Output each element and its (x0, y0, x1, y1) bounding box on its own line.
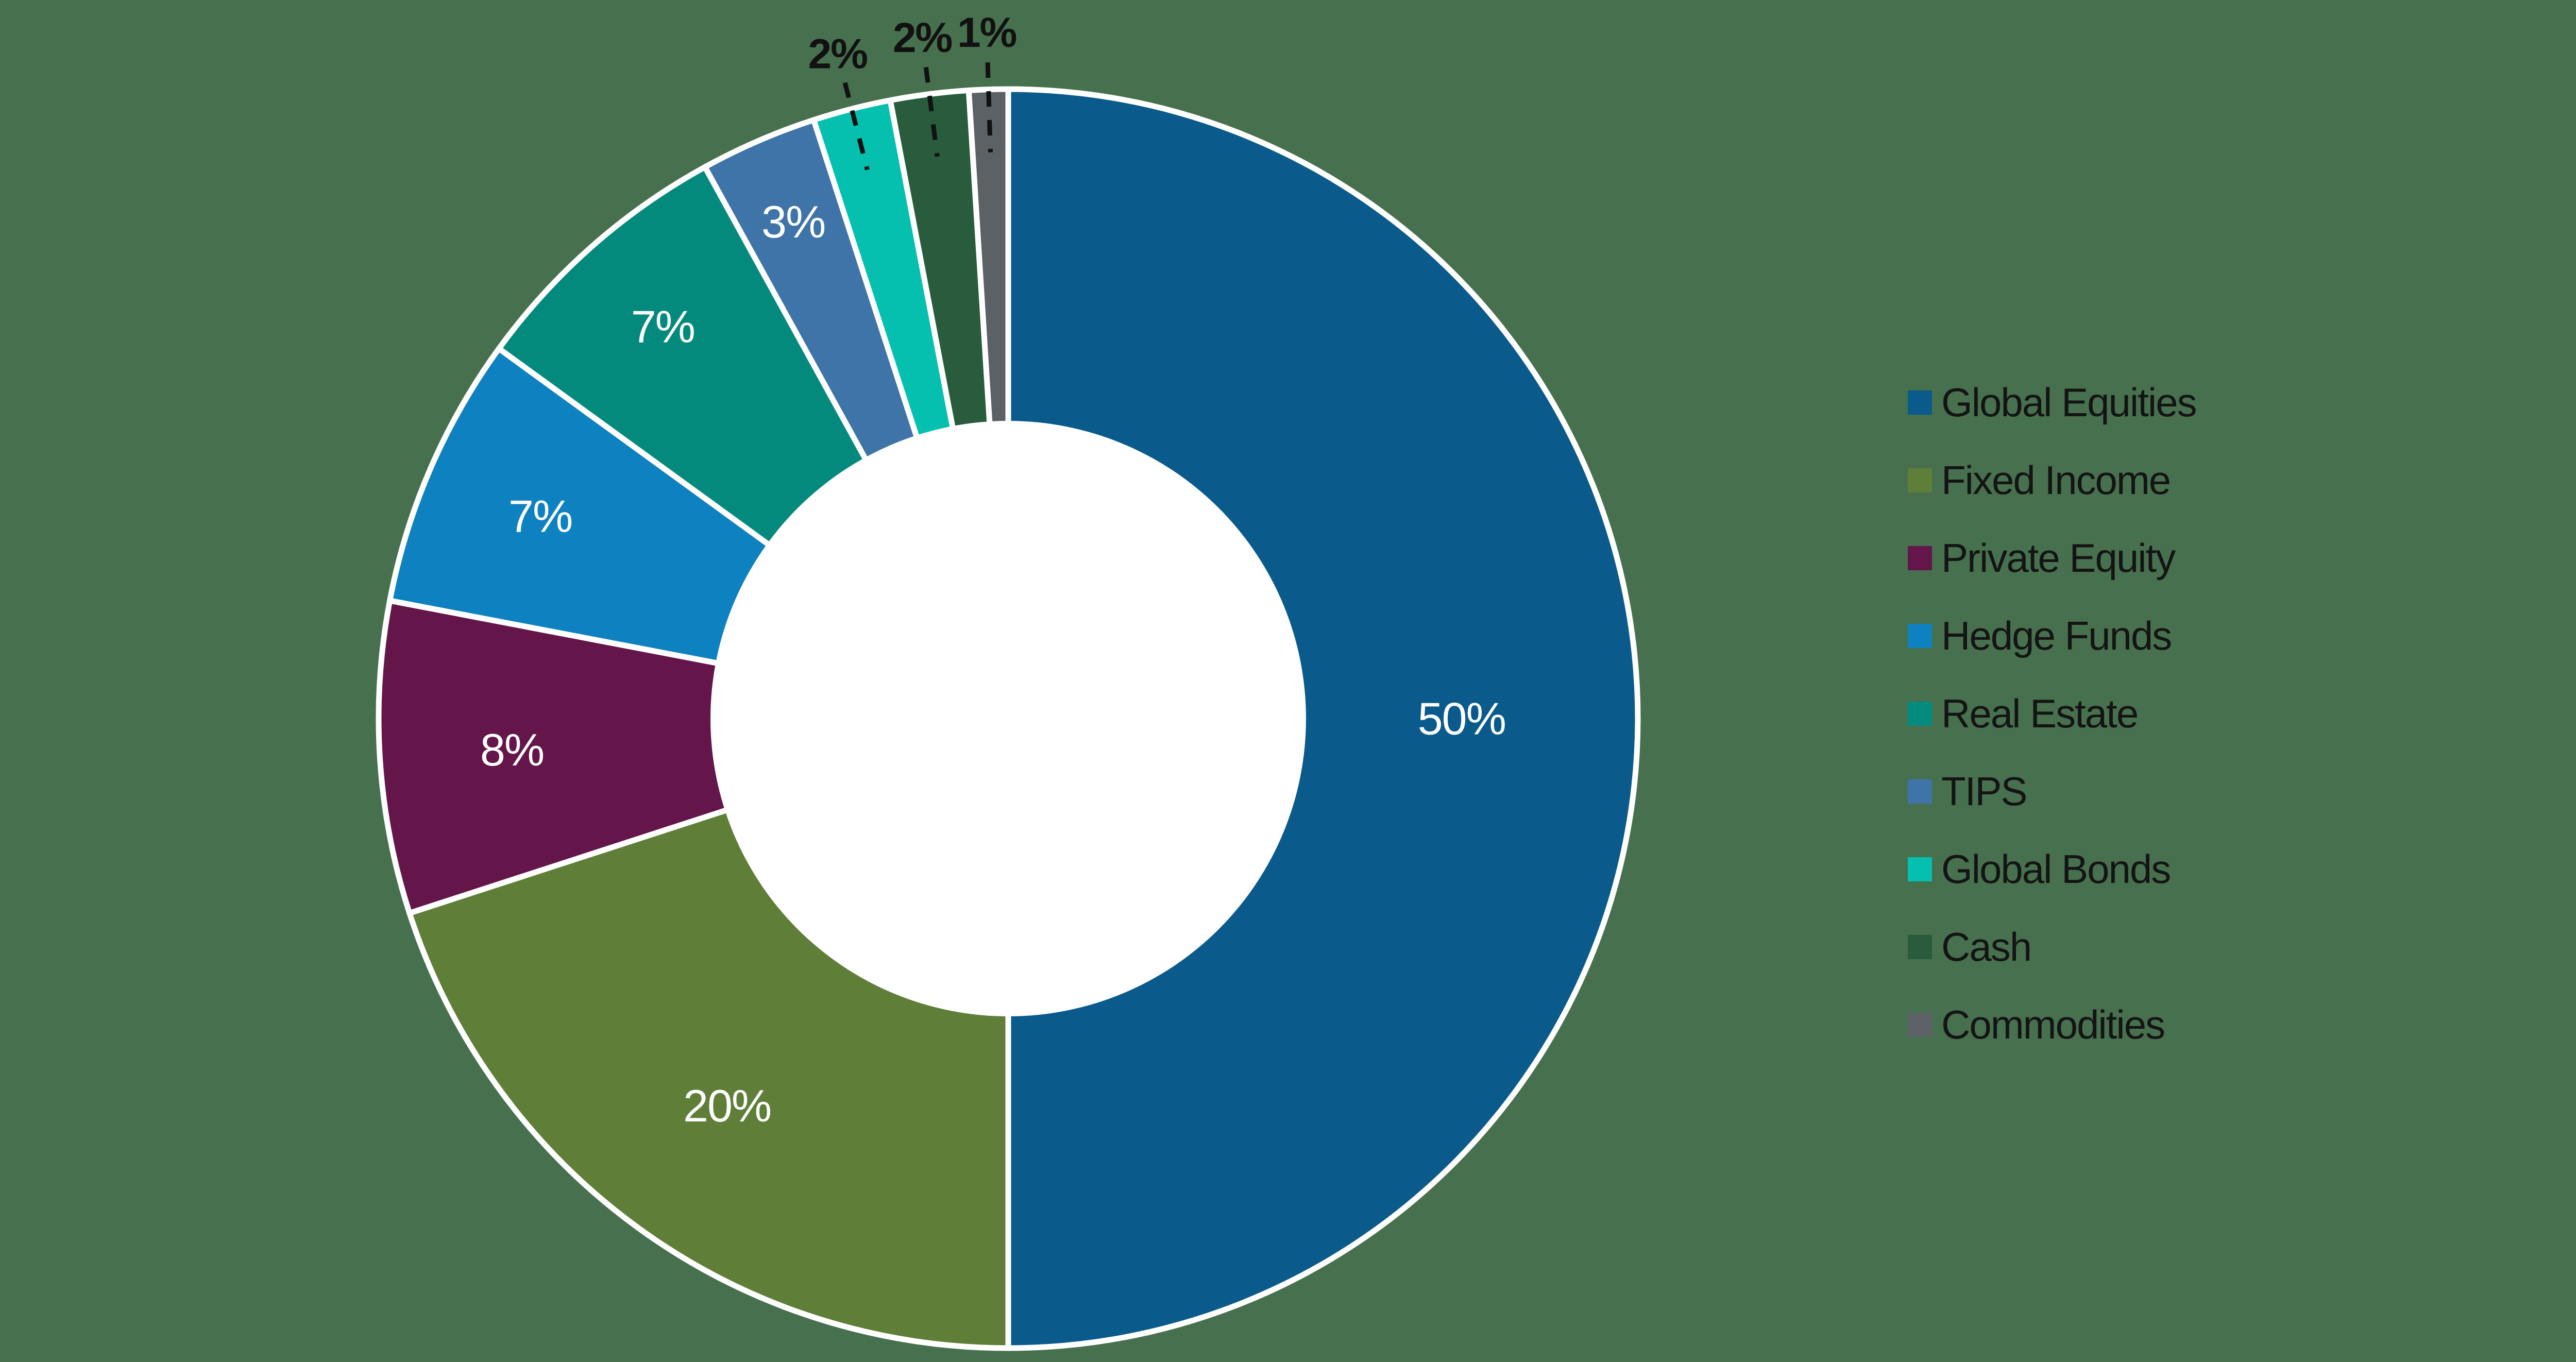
legend-item-cash: Cash (1908, 908, 2196, 986)
legend-label-cash: Cash (1941, 924, 2032, 969)
legend-swatch-hedge-funds (1908, 624, 1932, 648)
slice-label-commodities: 1% (957, 9, 1016, 56)
leader-line-global-bonds (842, 82, 870, 171)
chart-legend: Global Equities Fixed Income Private Equit… (1908, 364, 2197, 1064)
legend-label-commodities: Commodities (1941, 1002, 2165, 1047)
legend-swatch-fixed-income (1908, 468, 1932, 492)
legend-label-hedge-funds: Hedge Funds (1941, 613, 2172, 658)
legend-swatch-commodities (1908, 1013, 1932, 1037)
legend-item-fixed-income: Fixed Income (1908, 441, 2196, 519)
slice-private-equity (376, 598, 1011, 916)
slice-label-hedge-funds: 7% (509, 490, 572, 541)
slice-label-global-equities: 50% (1418, 693, 1505, 744)
slice-label-fixed-income: 20% (683, 1080, 771, 1131)
legend-label-private-equity: Private Equity (1941, 535, 2176, 581)
slice-labels: 50%20%8%7%7%3%2% 2% 1% (480, 9, 1506, 1131)
legend-label-fixed-income: Fixed Income (1941, 457, 2171, 503)
legend-item-commodities: Commodities (1908, 986, 2196, 1064)
legend-label-real-estate: Real Estate (1941, 691, 2139, 736)
legend-item-hedge-funds: Hedge Funds (1908, 597, 2196, 675)
legend-item-global-bonds: Global Bonds (1908, 830, 2196, 908)
leader-line-cash (923, 66, 940, 157)
legend-swatch-real-estate (1908, 702, 1932, 726)
slice-label-private-equity: 8% (480, 724, 544, 775)
slice-label-global-bonds: 2% (808, 30, 868, 77)
legend-swatch-global-equities (1908, 390, 1932, 415)
legend-swatch-global-bonds (1908, 857, 1932, 881)
legend-item-global-equities: Global Equities (1908, 364, 2197, 441)
legend-label-tips: TIPS (1941, 769, 2027, 814)
slice-label-real-estate: 7% (631, 301, 694, 352)
donut-hole (710, 421, 1306, 1016)
legend-swatch-cash (1908, 935, 1932, 959)
slice-global-equities (1005, 86, 1641, 1351)
legend-item-tips: TIPS (1908, 753, 2196, 830)
legend-label-global-bonds: Global Bonds (1941, 846, 2171, 892)
leader-lines (842, 62, 993, 171)
legend-swatch-private-equity (1908, 546, 1932, 570)
slice-label-tips: 3% (761, 196, 825, 247)
legend-label-global-equities: Global Equities (1941, 380, 2197, 425)
legend-swatch-tips (1908, 779, 1932, 804)
legend-item-real-estate: Real Estate (1908, 675, 2196, 753)
slice-label-cash: 2% (893, 14, 952, 61)
legend-item-private-equity: Private Equity (1908, 519, 2196, 597)
leader-line-commodities (985, 62, 993, 152)
